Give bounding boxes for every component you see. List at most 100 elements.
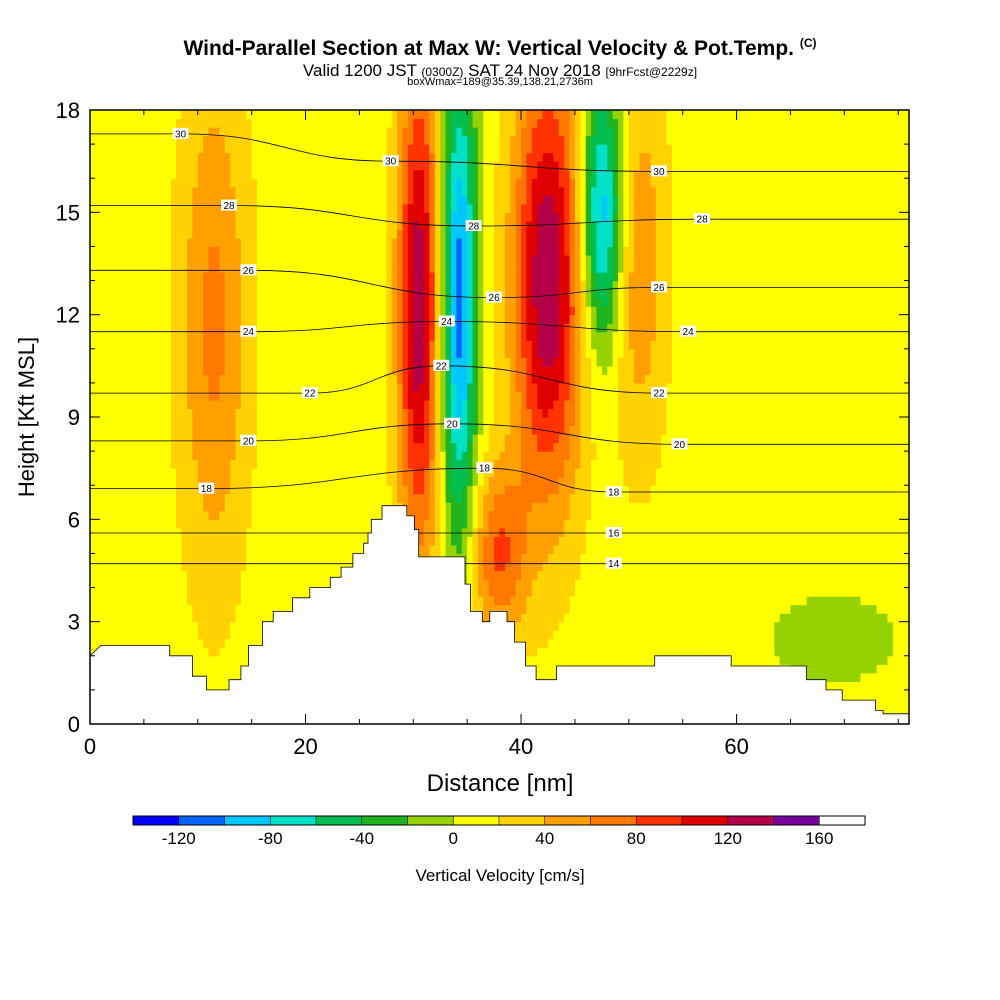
velocity-cell [445,110,452,120]
velocity-cell [213,365,220,375]
velocity-cell [370,118,377,128]
velocity-cell [230,655,237,665]
velocity-cell [402,442,409,452]
velocity-cell [305,220,312,230]
velocity-cell [391,348,398,358]
velocity-cell [246,365,253,375]
velocity-cell [364,195,371,205]
velocity-cell [305,519,312,529]
velocity-cell [402,374,409,384]
velocity-cell [413,365,420,375]
velocity-cell [116,297,123,307]
velocity-cell [208,161,215,171]
velocity-cell [434,434,441,444]
velocity-cell [337,229,344,239]
velocity-cell [440,195,447,205]
velocity-cell [337,263,344,273]
velocity-cell [122,399,129,410]
velocity-cell [310,144,317,154]
velocity-cell [343,459,350,469]
velocity-cell [337,246,344,256]
velocity-cell [219,365,226,375]
velocity-cell [316,246,323,256]
velocity-cell [343,186,350,196]
velocity-cell [192,638,199,648]
velocity-cell [434,544,441,555]
velocity-cell [186,272,193,282]
velocity-cell [424,237,431,248]
velocity-cell [273,527,280,537]
velocity-cell [456,451,463,461]
velocity-cell [402,220,409,230]
velocity-cell [251,161,258,171]
velocity-cell [90,510,96,520]
velocity-cell [305,186,312,196]
velocity-cell [154,135,161,145]
velocity-cell [445,408,452,418]
velocity-cell [181,203,188,213]
velocity-cell [170,263,177,273]
velocity-cell [100,630,107,640]
velocity-cell [440,442,447,452]
velocity-cell [138,621,145,631]
velocity-cell [424,195,431,205]
velocity-cell [386,186,393,196]
velocity-cell [240,127,247,137]
velocity-cell [133,587,140,597]
velocity-cell [208,237,215,248]
velocity-cell [316,152,323,162]
velocity-cell [386,408,393,418]
velocity-cell [429,374,436,384]
velocity-cell [181,348,188,358]
velocity-cell [246,161,253,171]
velocity-cell [213,476,220,486]
velocity-cell [192,630,199,640]
velocity-cell [354,246,361,256]
velocity-cell [246,195,253,205]
velocity-cell [294,220,301,230]
velocity-cell [149,519,156,529]
velocity-cell [445,229,452,239]
velocity-cell [327,127,334,137]
velocity-cell [197,169,204,179]
velocity-cell [149,391,156,401]
velocity-cell [235,229,242,239]
velocity-cell [354,118,361,128]
velocity-cell [95,510,102,520]
velocity-cell [111,340,118,350]
velocity-cell [192,664,199,674]
velocity-cell [332,178,339,188]
velocity-cell [327,485,334,495]
velocity-cell [213,459,220,469]
velocity-cell [332,212,339,222]
velocity-cell [370,391,377,401]
velocity-cell [391,220,398,230]
velocity-cell [380,306,387,316]
velocity-cell [246,127,253,137]
velocity-cell [100,127,107,137]
velocity-cell [235,587,242,597]
velocity-cell [413,442,420,452]
velocity-cell [327,476,334,486]
velocity-cell [305,229,312,239]
velocity-cell [300,118,307,128]
velocity-cell [116,323,123,333]
velocity-cell [106,391,113,401]
velocity-cell [257,195,264,205]
velocity-cell [375,459,382,469]
velocity-cell [343,476,350,486]
velocity-cell [138,485,145,495]
velocity-cell [160,280,167,290]
velocity-cell [364,306,371,316]
velocity-cell [305,451,312,461]
velocity-cell [192,289,199,299]
velocity-cell [251,280,258,290]
velocity-cell [348,510,355,520]
velocity-cell [451,229,457,239]
velocity-cell [90,613,96,623]
velocity-cell [397,374,404,384]
velocity-cell [133,374,140,384]
velocity-cell [267,493,274,503]
velocity-cell [224,272,231,282]
velocity-cell [149,212,156,222]
